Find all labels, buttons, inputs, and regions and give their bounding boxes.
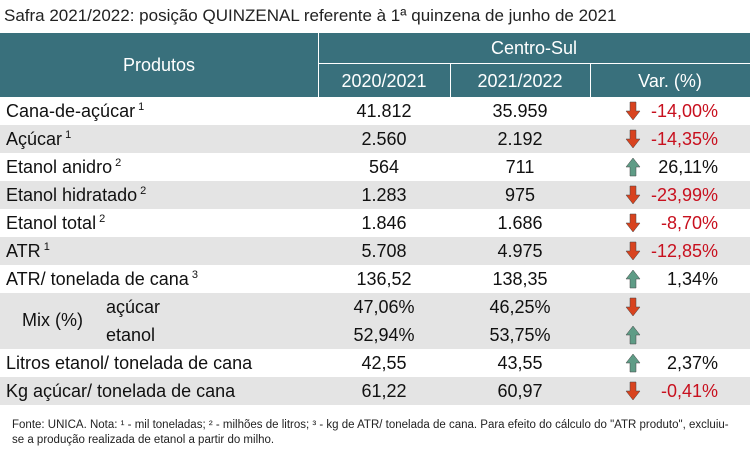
superscript: 1 [135, 101, 145, 113]
row-label: ATR/ tonelada de cana 3 [6, 269, 198, 289]
row-label: ATR 1 [6, 241, 50, 261]
cell: 53,75% [489, 325, 551, 345]
header-cell: Var. (%) [638, 71, 702, 91]
arrow-down [625, 129, 641, 149]
var-cell: 1,34% [666, 269, 718, 289]
arrow-up [625, 325, 641, 345]
arrow-up [625, 353, 641, 373]
superscript: 2 [112, 157, 122, 169]
superscript: 1 [62, 129, 72, 141]
arrow-up [625, 157, 641, 177]
row-label: Litros etanol/ tonelada de cana [6, 353, 253, 373]
cell: 1.283 [361, 185, 407, 205]
var-cell: 26,11% [658, 157, 718, 177]
superscript: 3 [188, 269, 198, 281]
arrow-down [625, 297, 641, 317]
var-cell: -0,41% [660, 381, 718, 401]
header-divider [590, 64, 591, 97]
footnote: Fonte: UNICA. Nota: ¹ - mil toneladas; ²… [12, 419, 729, 446]
cell: 4.975 [497, 241, 543, 261]
cell: 61,22 [361, 381, 407, 401]
header-cell: Centro-Sul [490, 38, 578, 58]
title: Safra 2021/2022: posição QUINZENAL refer… [4, 6, 617, 25]
superscript: 2 [137, 185, 147, 197]
cell: 35.959 [492, 101, 548, 121]
cell: 138,35 [492, 269, 548, 289]
row-label: Cana-de-açúcar 1 [6, 101, 145, 121]
var-cell: -8,70% [660, 213, 718, 233]
row-label: Kg açúcar/ tonelada de cana [6, 381, 236, 401]
cell: 41.812 [356, 101, 412, 121]
row-label: Mix (%) [22, 310, 83, 330]
cell: 136,52 [356, 269, 412, 289]
row-label: Etanol total 2 [6, 213, 106, 233]
cell: 52,94% [353, 325, 415, 345]
cell: 1.686 [497, 213, 543, 233]
row-bg [0, 153, 750, 182]
cell: 2.560 [361, 129, 407, 149]
header-divider [318, 33, 319, 97]
arrow-down [625, 213, 641, 233]
row-bg [0, 377, 750, 406]
cell: 711 [505, 157, 535, 177]
header-bg [0, 33, 750, 97]
arrow-down [625, 101, 641, 121]
header-cell: Produtos [122, 55, 196, 75]
var-cell: -14,00% [650, 101, 718, 121]
row-bg [0, 181, 750, 210]
cell: 43,55 [497, 353, 543, 373]
cell: 5.708 [361, 241, 407, 261]
arrow-down [625, 381, 641, 401]
sub-label: açúcar [106, 297, 161, 317]
var-cell: -23,99% [650, 185, 718, 205]
superscript: 1 [40, 241, 50, 253]
row-label: Etanol hidratado 2 [6, 185, 147, 205]
row-bg [0, 237, 750, 266]
header-divider [450, 64, 451, 97]
cell: 47,06% [353, 297, 415, 317]
cell: 60,97 [497, 381, 543, 401]
arrow-down [625, 185, 641, 205]
header-divider [318, 63, 750, 64]
arrow-up [625, 269, 641, 289]
cell: 975 [504, 185, 536, 205]
row-label: Etanol anidro 2 [6, 157, 122, 177]
cell: 2.192 [497, 129, 543, 149]
var-cell: -14,35% [650, 129, 718, 149]
header-cell: 2020/2021 [341, 71, 427, 91]
arrow-down [625, 241, 641, 261]
var-cell: -12,85% [650, 241, 718, 261]
cell: 1.846 [361, 213, 407, 233]
superscript: 2 [96, 213, 106, 225]
cell: 46,25% [489, 297, 551, 317]
row-label: Açúcar 1 [6, 129, 72, 149]
header-cell: 2021/2022 [477, 71, 563, 91]
cell: 564 [368, 157, 400, 177]
sub-label: etanol [106, 325, 156, 345]
cell: 42,55 [361, 353, 407, 373]
row-bg [0, 97, 750, 126]
var-cell: 2,37% [666, 353, 718, 373]
